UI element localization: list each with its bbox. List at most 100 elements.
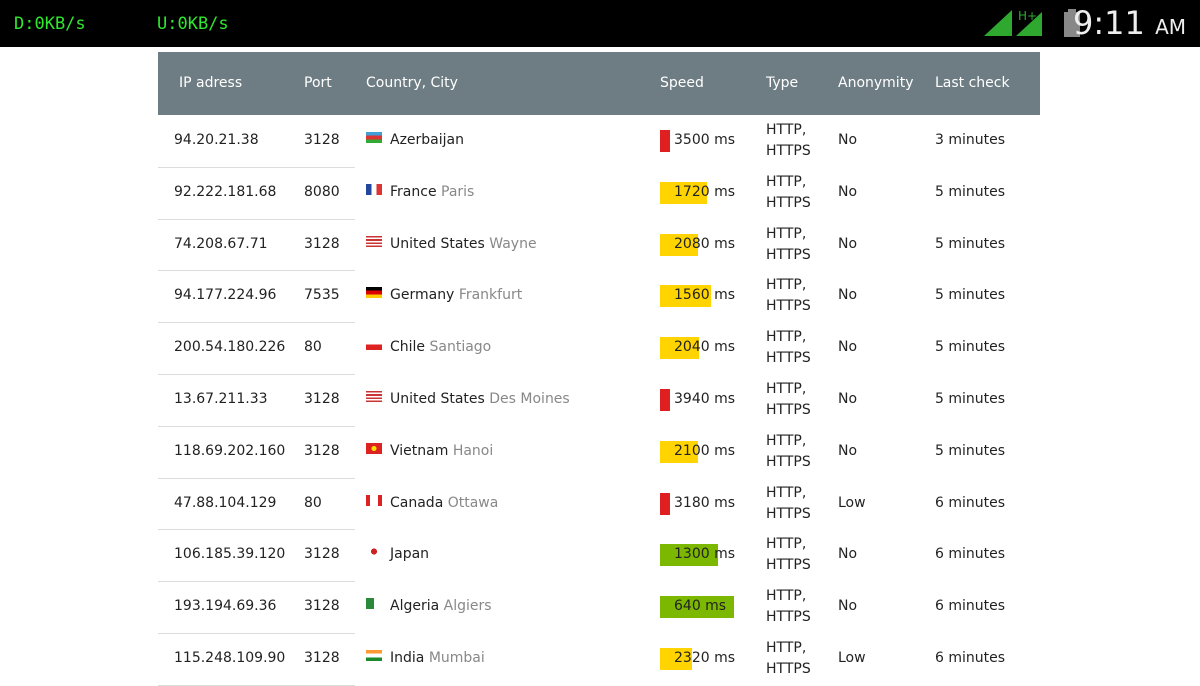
proxy-type: HTTP, HTTPS bbox=[766, 484, 811, 522]
country: Chile bbox=[390, 339, 426, 356]
flag-icon bbox=[366, 494, 382, 506]
port: 3128 bbox=[304, 546, 340, 563]
anonymity: No bbox=[838, 339, 858, 356]
ip-address: 118.69.202.160 bbox=[174, 442, 286, 459]
country-city: United States Des Moines bbox=[390, 391, 570, 407]
country-city: Azerbaijan bbox=[390, 132, 464, 148]
ip-address: 200.54.180.226 bbox=[174, 339, 286, 356]
port: 3128 bbox=[304, 235, 340, 252]
speed: 2080 ms bbox=[674, 235, 736, 252]
country: Canada bbox=[390, 494, 444, 511]
country-city: Algeria Algiers bbox=[390, 598, 492, 614]
row-separator bbox=[158, 581, 355, 583]
last-check: 5 minutes bbox=[935, 287, 1006, 304]
svg-text:H+: H+ bbox=[1018, 9, 1037, 23]
ip-address: 115.248.109.90 bbox=[174, 649, 286, 666]
ip-address: 92.222.181.68 bbox=[174, 183, 277, 200]
speed-bar bbox=[660, 233, 698, 256]
proxy-type: HTTP, HTTPS bbox=[766, 225, 811, 263]
anonymity: No bbox=[838, 183, 858, 200]
ip-address: 47.88.104.129 bbox=[174, 494, 277, 511]
speed: 3500 ms bbox=[674, 131, 736, 148]
country: Germany bbox=[390, 287, 455, 304]
status-bar: D:0KB/s U:0KB/s H+ 9:11 AM bbox=[0, 0, 1200, 47]
city: Frankfurt bbox=[458, 287, 523, 304]
city: Paris bbox=[441, 183, 475, 200]
anonymity: No bbox=[838, 390, 858, 407]
last-check: 6 minutes bbox=[935, 649, 1006, 666]
city: Des Moines bbox=[489, 390, 570, 407]
last-check: 5 minutes bbox=[935, 390, 1006, 407]
row-separator bbox=[158, 322, 355, 324]
country: United States bbox=[390, 390, 485, 407]
speed-bar bbox=[660, 492, 670, 515]
speed: 1720 ms bbox=[674, 183, 736, 200]
proxy-table: IP adress Port Country, City Speed Type Anony… bbox=[158, 52, 1040, 686]
last-check: 5 minutes bbox=[935, 442, 1006, 459]
flag-icon bbox=[366, 546, 382, 558]
speed: 2040 ms bbox=[674, 339, 736, 356]
proxy-type: HTTP, HTTPS bbox=[766, 588, 811, 626]
last-check: 6 minutes bbox=[935, 598, 1006, 615]
ip-address: 106.185.39.120 bbox=[174, 546, 286, 563]
column-header[interactable]: Type bbox=[766, 75, 799, 91]
speed-bar bbox=[660, 647, 692, 670]
column-header[interactable]: IP adress bbox=[179, 75, 243, 91]
anonymity: No bbox=[838, 546, 858, 563]
port: 7535 bbox=[304, 287, 340, 304]
speed: 1560 ms bbox=[674, 287, 736, 304]
table-header: IP adress Port Country, City Speed Type Anony… bbox=[158, 52, 1040, 115]
proxy-type: HTTP, HTTPS bbox=[766, 121, 811, 159]
speed: 2100 ms bbox=[674, 442, 736, 459]
proxy-type: HTTP, HTTPS bbox=[766, 329, 811, 367]
speed-bar bbox=[660, 181, 707, 204]
city: Santiago bbox=[429, 339, 492, 356]
proxy-type: HTTP, HTTPS bbox=[766, 536, 811, 574]
speed-bar bbox=[660, 337, 699, 360]
speed: 3940 ms bbox=[674, 390, 736, 407]
row-separator bbox=[158, 270, 355, 272]
status-icons: H+ bbox=[984, 9, 1080, 37]
row-separator bbox=[158, 374, 355, 375]
speed-bar bbox=[660, 285, 711, 308]
port: 8080 bbox=[304, 183, 340, 200]
flag-icon bbox=[366, 649, 382, 661]
country-city: France Paris bbox=[390, 184, 474, 200]
ip-address: 74.208.67.71 bbox=[174, 235, 268, 252]
ip-address: 13.67.211.33 bbox=[174, 390, 268, 407]
flag-icon bbox=[366, 390, 382, 402]
time: 9:11 bbox=[1073, 4, 1145, 42]
speed-bar bbox=[660, 544, 718, 567]
anonymity: No bbox=[838, 442, 858, 459]
column-header[interactable]: Country, City bbox=[366, 75, 458, 91]
last-check: 5 minutes bbox=[935, 235, 1006, 252]
anonymity: No bbox=[838, 235, 858, 252]
anonymity: No bbox=[838, 598, 858, 615]
country: Japan bbox=[390, 546, 430, 563]
country: Algeria bbox=[390, 598, 440, 615]
ip-address: 94.20.21.38 bbox=[174, 131, 259, 148]
column-header[interactable]: Anonymity bbox=[838, 75, 914, 91]
country-city: Canada Ottawa bbox=[390, 495, 498, 511]
row-separator bbox=[158, 218, 355, 220]
column-header[interactable]: Port bbox=[304, 75, 332, 91]
anonymity: Low bbox=[838, 649, 866, 666]
city: Mumbai bbox=[428, 649, 485, 666]
clock: 9:11 AM bbox=[1073, 4, 1186, 42]
anonymity: Low bbox=[838, 494, 866, 511]
city: Wayne bbox=[489, 235, 537, 252]
ip-address: 94.177.224.96 bbox=[174, 287, 277, 304]
country-city: India Mumbai bbox=[390, 650, 485, 666]
port: 3128 bbox=[304, 390, 340, 407]
country-city: Japan bbox=[390, 546, 429, 562]
column-header[interactable]: Speed bbox=[660, 75, 704, 91]
flag-icon bbox=[366, 598, 382, 610]
speed: 640 ms bbox=[674, 598, 727, 615]
flag-icon bbox=[366, 183, 382, 195]
anonymity: No bbox=[838, 131, 858, 148]
column-header[interactable]: Last check bbox=[935, 75, 1010, 91]
country: India bbox=[390, 649, 425, 666]
row-separator bbox=[158, 477, 355, 479]
port: 80 bbox=[304, 494, 322, 511]
